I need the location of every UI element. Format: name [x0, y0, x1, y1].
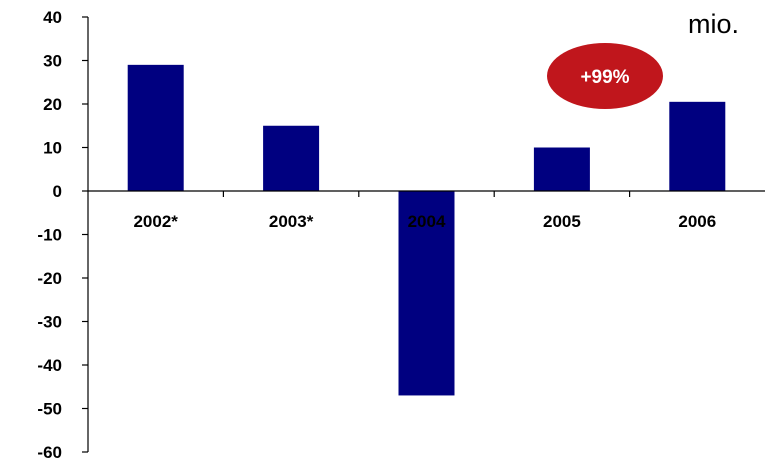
growth-badge: +99%	[547, 43, 663, 109]
category-labels: 2002* 2003* 2004 2005 2006	[133, 212, 716, 231]
y-tick-label: 0	[53, 182, 62, 201]
y-tick-label: 40	[43, 8, 62, 27]
bar-2006	[669, 101, 726, 191]
unit-label: mio.	[688, 9, 739, 39]
bars	[127, 64, 726, 396]
x-category-label: 2004	[408, 212, 446, 231]
x-category-label: 2002*	[133, 212, 178, 231]
x-category-label: 2005	[543, 212, 581, 231]
y-tick-label: -40	[37, 356, 62, 375]
y-axis-ticks: 40 30 20 10 0 -10 -20 -30 -40 -50 -60	[37, 8, 88, 460]
bar-2003	[263, 125, 320, 191]
bar-2005	[533, 147, 590, 191]
bar-2002	[127, 64, 184, 191]
y-tick-label: -30	[37, 313, 62, 332]
bar-2004	[398, 191, 455, 396]
x-category-label: 2006	[678, 212, 716, 231]
y-tick-label: -60	[37, 443, 62, 460]
growth-badge-ellipse	[547, 43, 663, 109]
y-tick-label: -50	[37, 400, 62, 419]
growth-badge-label: +99%	[580, 67, 629, 88]
x-axis	[88, 190, 765, 197]
y-tick-label: 10	[43, 139, 62, 158]
y-tick-label: 20	[43, 95, 62, 114]
y-tick-label: -20	[37, 269, 62, 288]
y-tick-label: 30	[43, 52, 62, 71]
y-tick-label: -10	[37, 226, 62, 245]
x-category-label: 2003*	[269, 212, 314, 231]
